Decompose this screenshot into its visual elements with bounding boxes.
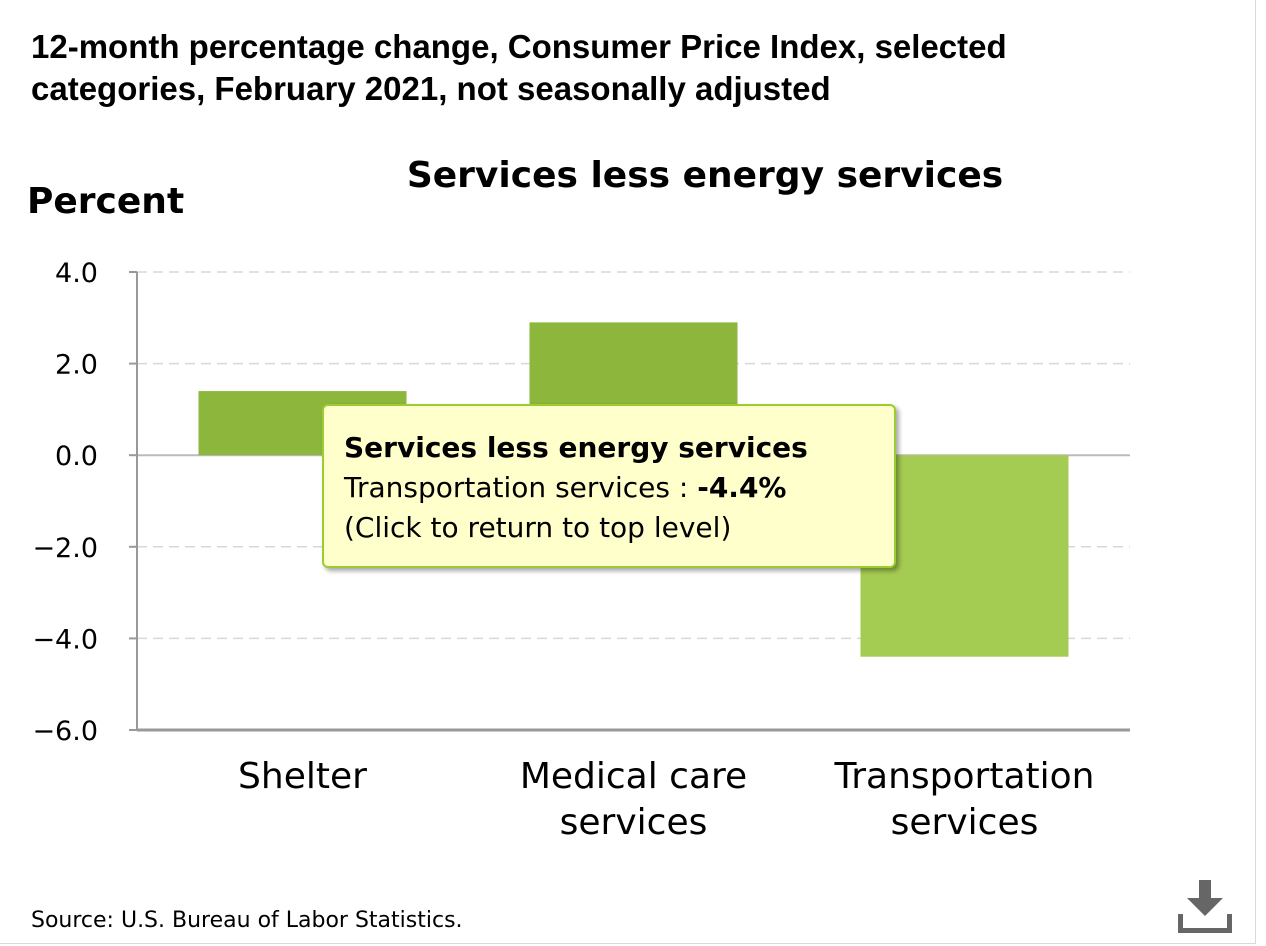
x-tick-label: services	[560, 802, 708, 843]
y-tick-label: −2.0	[32, 533, 98, 564]
page-title: 12-month percentage change, Consumer Pri…	[31, 28, 1007, 107]
tooltip-title: Services less energy services	[344, 431, 808, 464]
tooltip-value: -4.4%	[697, 471, 787, 504]
y-tick-label: −4.0	[32, 624, 98, 655]
x-tick-label: Shelter	[238, 756, 367, 797]
x-tick-label: Transportation	[834, 756, 1095, 797]
y-tick-label: 4.0	[55, 258, 98, 289]
x-tick-label: services	[891, 802, 1039, 843]
download-arrow-icon	[1178, 880, 1232, 933]
y-tick-label: 0.0	[55, 441, 98, 472]
source-note: Source: U.S. Bureau of Labor Statistics.	[31, 908, 463, 933]
download-icon[interactable]	[1176, 878, 1234, 936]
y-tick-label: 2.0	[55, 350, 98, 381]
y-axis-label: Percent	[27, 181, 185, 222]
tooltip-hint: (Click to return to top level)	[344, 511, 732, 544]
tooltip-label: Transportation services :	[344, 471, 698, 504]
x-tick-label: Medical care	[520, 756, 747, 797]
chart-title: Services less energy services	[406, 155, 1004, 196]
tooltip[interactable]: Services less energy services Transporta…	[322, 404, 896, 568]
y-tick-label: −6.0	[32, 716, 98, 747]
